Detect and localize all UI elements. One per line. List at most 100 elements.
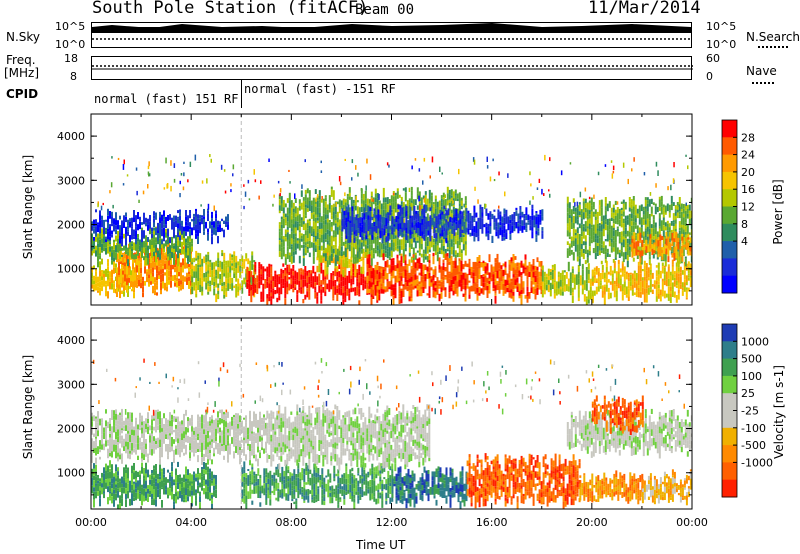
x-tick-label: 12:00 xyxy=(376,516,408,529)
colorbar-tick-label: 8 xyxy=(741,218,748,231)
data-region-4 xyxy=(191,250,256,303)
colorbar-tick-label: 100 xyxy=(741,370,762,383)
velocity-colorbar: 1000 500 100 25 -25 -100 -500 -1000 xyxy=(721,323,773,498)
velocity-ylabel: Slant Range [km] xyxy=(21,354,35,460)
data-region-10 xyxy=(541,261,594,305)
y-tick-label: 2000 xyxy=(57,423,85,436)
x-tick-label: 00:00 xyxy=(676,516,708,529)
freq-unit: [MHz] xyxy=(4,66,40,80)
freq-label: Freq. xyxy=(6,53,36,67)
colorbar-tick-label: 20 xyxy=(741,166,755,179)
colorbar-swatch xyxy=(722,275,737,294)
x-tick-label: 00:00 xyxy=(75,516,107,529)
nsky-plot xyxy=(92,23,691,40)
cpid-segment-2: normal (fast) -151 RF xyxy=(244,82,396,96)
cpid-segment-1: normal (fast) 151 RF xyxy=(94,92,239,106)
data-region-0 xyxy=(91,461,217,509)
nsky-label: N.Sky xyxy=(6,30,41,44)
x-tick-label: 08:00 xyxy=(275,516,307,529)
nsearch-top-tick: 10^5 xyxy=(706,20,737,33)
x-tick-label: 04:00 xyxy=(175,516,207,529)
colorbar-swatch xyxy=(722,258,737,277)
nsky-bottom-tick: 10^0 xyxy=(55,38,86,51)
colorbar-swatch xyxy=(722,223,737,242)
chart-title: South Pole Station (fitACF) xyxy=(92,0,369,18)
colorbar-tick-label: 16 xyxy=(741,183,755,196)
power-colorbar: 28 24 20 16 12 8 4 xyxy=(721,119,755,294)
colorbar-swatch xyxy=(722,206,737,225)
nsky-strip xyxy=(91,22,692,48)
velocity-colorbar-label: Velocity [m s-1] xyxy=(772,365,786,459)
colorbar-swatch xyxy=(722,120,737,138)
colorbar-tick-label: 4 xyxy=(741,235,748,248)
data-region-5 xyxy=(246,261,381,305)
y-tick-label: 4000 xyxy=(57,334,85,347)
data-region-3 xyxy=(91,208,229,247)
nsky-top-tick: 10^5 xyxy=(55,20,86,33)
power-colorbar-label: Power [dB] xyxy=(771,179,785,245)
colorbar-swatch xyxy=(722,341,737,360)
colorbar-swatch xyxy=(722,137,737,156)
nsearch-label: N.Search xyxy=(746,30,800,44)
nave-label: Nave xyxy=(746,64,777,78)
colorbar-swatch xyxy=(722,410,737,429)
colorbar-swatch xyxy=(722,358,737,377)
data-region-4 xyxy=(391,466,468,509)
colorbar-swatch xyxy=(722,171,737,190)
colorbar-swatch xyxy=(722,427,737,446)
colorbar-swatch xyxy=(722,324,737,342)
colorbar-tick-label: -500 xyxy=(741,439,766,452)
colorbar-tick-label: 25 xyxy=(741,387,755,400)
data-region-2 xyxy=(241,461,394,509)
nave-bottom-tick: 0 xyxy=(706,70,713,83)
freq-bottom-tick: 8 xyxy=(70,70,77,83)
data-region-3 xyxy=(266,404,431,472)
y-tick-label: 2000 xyxy=(57,219,85,232)
cpid-divider xyxy=(241,80,242,108)
freq-strip xyxy=(91,56,693,80)
colorbar-swatch xyxy=(722,479,737,498)
nave-top-tick: 60 xyxy=(706,52,720,65)
data-region-9 xyxy=(641,469,692,508)
colorbar-swatch xyxy=(722,462,737,481)
cpid-label: CPID xyxy=(6,87,39,101)
colorbar-tick-label: 28 xyxy=(741,131,755,144)
y-tick-label: 4000 xyxy=(57,130,85,143)
y-tick-label: 1000 xyxy=(57,467,85,480)
date-label: 11/Mar/2014 xyxy=(588,0,701,18)
colorbar-swatch xyxy=(722,241,737,259)
colorbar-tick-label: -1000 xyxy=(741,456,773,469)
nave-legend-dots xyxy=(752,82,774,84)
data-region-1 xyxy=(91,408,267,468)
colorbar-tick-label: 500 xyxy=(741,353,762,366)
data-region-11 xyxy=(591,259,692,305)
colorbar-tick-label: 1000 xyxy=(741,335,769,348)
colorbar-tick-label: 12 xyxy=(741,201,755,214)
velocity-panel: 1000 2000 3000 4000 00:00 04:00 08:00 12:00 16:0… xyxy=(57,317,708,529)
x-tick-label: 16:00 xyxy=(476,516,508,529)
x-axis-label: Time UT xyxy=(356,538,406,552)
colorbar-tick-label: -100 xyxy=(741,422,766,435)
data-region-6 xyxy=(579,470,644,505)
colorbar-tick-label: -25 xyxy=(741,405,759,418)
x-tick-label: 20:00 xyxy=(576,516,608,529)
freq-top-tick: 18 xyxy=(64,52,78,65)
freq-plot xyxy=(92,65,693,70)
colorbar-swatch xyxy=(722,375,737,394)
colorbar-swatch xyxy=(722,393,737,411)
power-panel: 1000 2000 3000 4000 xyxy=(57,113,693,306)
beam-label: Beam 00 xyxy=(355,2,415,18)
nsearch-legend-dots xyxy=(758,46,788,48)
colorbar-swatch xyxy=(722,154,737,173)
data-region-8 xyxy=(591,395,644,435)
cpid-strip: normal (fast) 151 RF normal (fast) -151 … xyxy=(91,80,692,108)
colorbar-tick-label: 24 xyxy=(741,149,755,162)
data-region-9 xyxy=(366,252,543,305)
y-tick-label: 1000 xyxy=(57,263,85,276)
scatter-region-group xyxy=(91,358,692,509)
data-region-5 xyxy=(466,453,581,509)
data-region-13 xyxy=(629,231,692,263)
colorbar-swatch xyxy=(722,189,737,207)
colorbar-swatch xyxy=(722,445,737,463)
